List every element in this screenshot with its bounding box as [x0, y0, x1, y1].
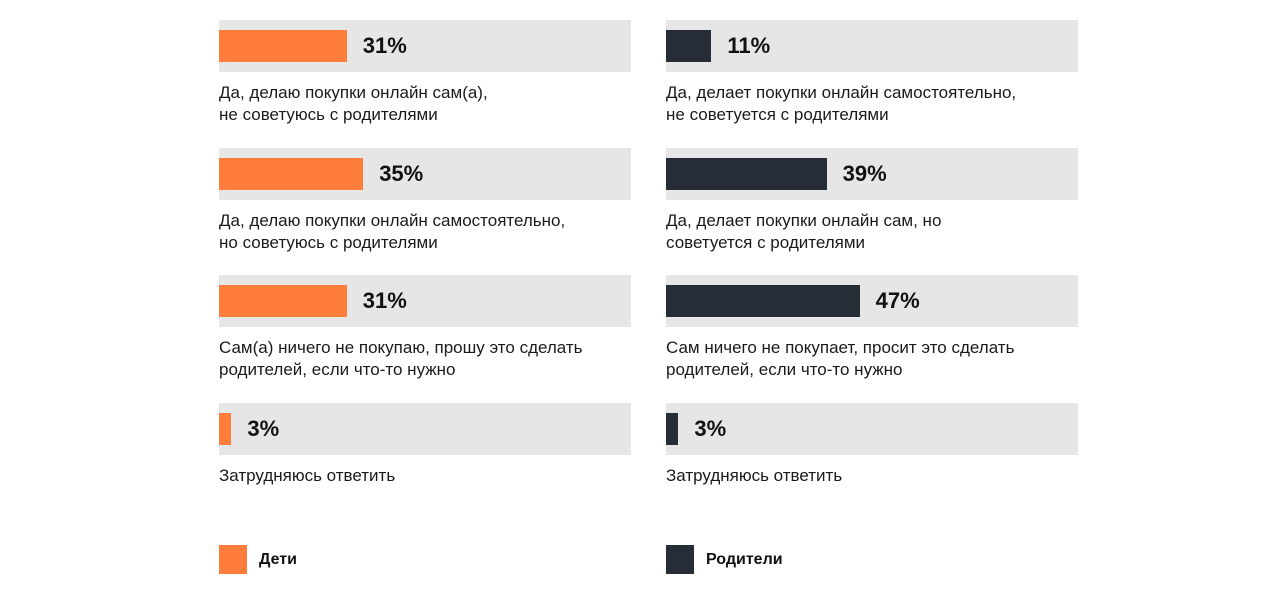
- legend-swatch-parents: [666, 545, 694, 574]
- bar-track: 11%: [666, 20, 1078, 72]
- bar-track: 3%: [666, 403, 1078, 455]
- children-category-label: Затрудняюсь ответить: [219, 466, 396, 485]
- legend-swatch-children: [219, 545, 247, 574]
- parents-value-label: 47%: [875, 288, 920, 313]
- children-value-label: 3%: [247, 416, 280, 441]
- legend-label-parents: Родители: [706, 551, 783, 568]
- parents-value-label: 3%: [694, 416, 727, 441]
- parents-category-label: Сам ничего не покупает, просит это сдела…: [666, 338, 1015, 379]
- parents-value-label: 11%: [727, 33, 771, 58]
- parents-value-label: 39%: [842, 161, 887, 186]
- children-bar: [219, 285, 347, 317]
- bar-track: 31%: [219, 275, 631, 327]
- parents-bar: [666, 285, 860, 317]
- bar-track: 31%: [219, 20, 631, 72]
- parents-bar: [666, 158, 827, 190]
- children-value-label: 31%: [362, 33, 407, 58]
- parents-category-label: Затрудняюсь ответить: [666, 466, 843, 485]
- parents-bar: [666, 413, 679, 445]
- parents-category-label: Да, делает покупки онлайн самостоятельно…: [666, 83, 1017, 124]
- children-bar: [219, 413, 232, 445]
- parents-bar: [666, 30, 712, 62]
- children-category-label: Да, делаю покупки онлайн сам(а), не совет…: [219, 83, 488, 124]
- children-bar: [219, 158, 364, 190]
- legend-label-children: Дети: [259, 551, 297, 568]
- bar-track: 47%: [666, 275, 1078, 327]
- parents-category-label: Да, делает покупки онлайн сам, но советуе…: [666, 211, 942, 252]
- children-category-label: Сам(а) ничего не покупаю, прошу это сдел…: [219, 338, 583, 379]
- children-category-label: Да, делаю покупки онлайн самостоятельно,…: [219, 211, 566, 252]
- children-bar: [219, 30, 347, 62]
- children-value-label: 31%: [362, 288, 407, 313]
- children-value-label: 35%: [379, 161, 424, 186]
- bar-track: 39%: [666, 148, 1078, 200]
- bar-track: 35%: [219, 148, 631, 200]
- bar-track: 3%: [219, 403, 631, 455]
